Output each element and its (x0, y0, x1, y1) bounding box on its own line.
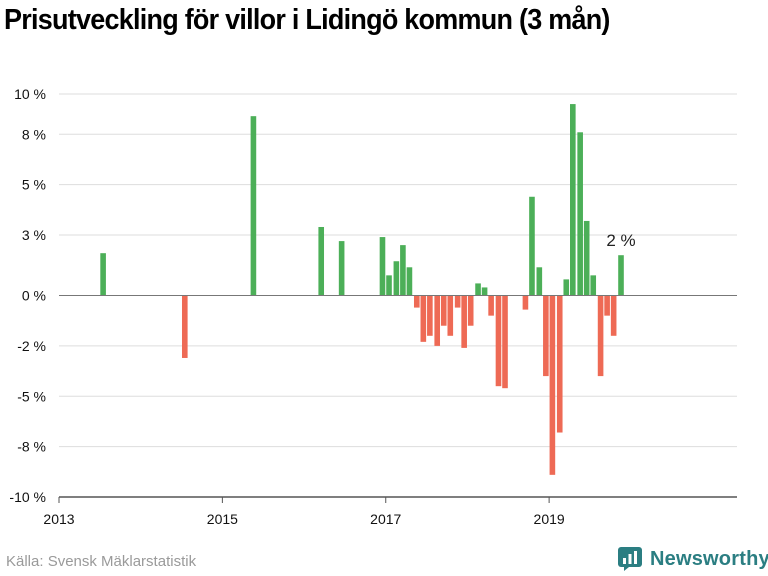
bar (393, 261, 400, 296)
bar (563, 279, 570, 296)
bar (618, 255, 624, 296)
bar (604, 295, 610, 316)
bar (181, 295, 188, 358)
x-axis-ticks: 2013 2015 2017 2019 (43, 497, 565, 527)
y-tick-label: -8 % (17, 439, 46, 455)
bar (454, 295, 461, 308)
bar (495, 295, 502, 387)
bar (447, 295, 454, 336)
bar (413, 295, 420, 308)
bar (475, 283, 481, 296)
bar (379, 237, 386, 296)
y-tick-label: 8 % (22, 126, 46, 142)
bar (338, 241, 345, 296)
bar (427, 295, 433, 336)
bar (543, 295, 549, 377)
bar (556, 295, 563, 433)
bar (406, 267, 413, 296)
annotations: 2 % (606, 231, 635, 250)
x-tick-label: 2013 (43, 511, 74, 527)
brand-name: Newsworthy (650, 547, 768, 570)
bar (583, 220, 590, 296)
bar (536, 267, 543, 296)
bar (577, 132, 583, 296)
bar (597, 295, 604, 377)
bar (488, 295, 494, 316)
bar (250, 116, 257, 296)
bar (434, 295, 441, 346)
x-tick-label: 2019 (534, 511, 565, 527)
y-tick-label: 3 % (22, 227, 46, 243)
y-tick-label: -10 % (9, 489, 46, 505)
bar (420, 295, 427, 342)
y-tick-label: 5 % (22, 177, 46, 193)
bar (570, 104, 576, 296)
bar (318, 226, 325, 296)
bar (386, 275, 392, 296)
chart-title: Prisutveckling för villor i Lidingö komm… (4, 4, 610, 36)
bar-series (100, 104, 624, 475)
bar (100, 253, 106, 296)
y-tick-label: 10 % (14, 86, 46, 102)
bar (549, 295, 556, 475)
y-tick-label: -2 % (17, 338, 46, 354)
bar (529, 196, 535, 296)
bar (467, 295, 474, 326)
bar-annotation: 2 % (606, 231, 635, 250)
y-tick-label: -5 % (17, 388, 46, 404)
bar (502, 295, 508, 389)
grid-lines (59, 93, 737, 448)
y-axis-tick-labels: 10 % 8 % 5 % 3 % 0 % -2 % -5 % -8 % -10 % (9, 86, 46, 505)
source-label: Källa: Svensk Mäklarstatistik (6, 553, 197, 570)
newsworthy-logo-icon (618, 547, 642, 571)
bar (590, 275, 597, 296)
x-tick-label: 2015 (207, 511, 238, 527)
newsworthy-brand[interactable]: Newsworthy (618, 547, 768, 571)
bar (610, 295, 617, 336)
bar (440, 295, 447, 326)
bar (522, 295, 529, 310)
x-tick-label: 2017 (370, 511, 401, 527)
bar (461, 295, 467, 348)
y-tick-label: 0 % (22, 288, 46, 304)
bar (400, 245, 406, 296)
bar (481, 287, 488, 296)
